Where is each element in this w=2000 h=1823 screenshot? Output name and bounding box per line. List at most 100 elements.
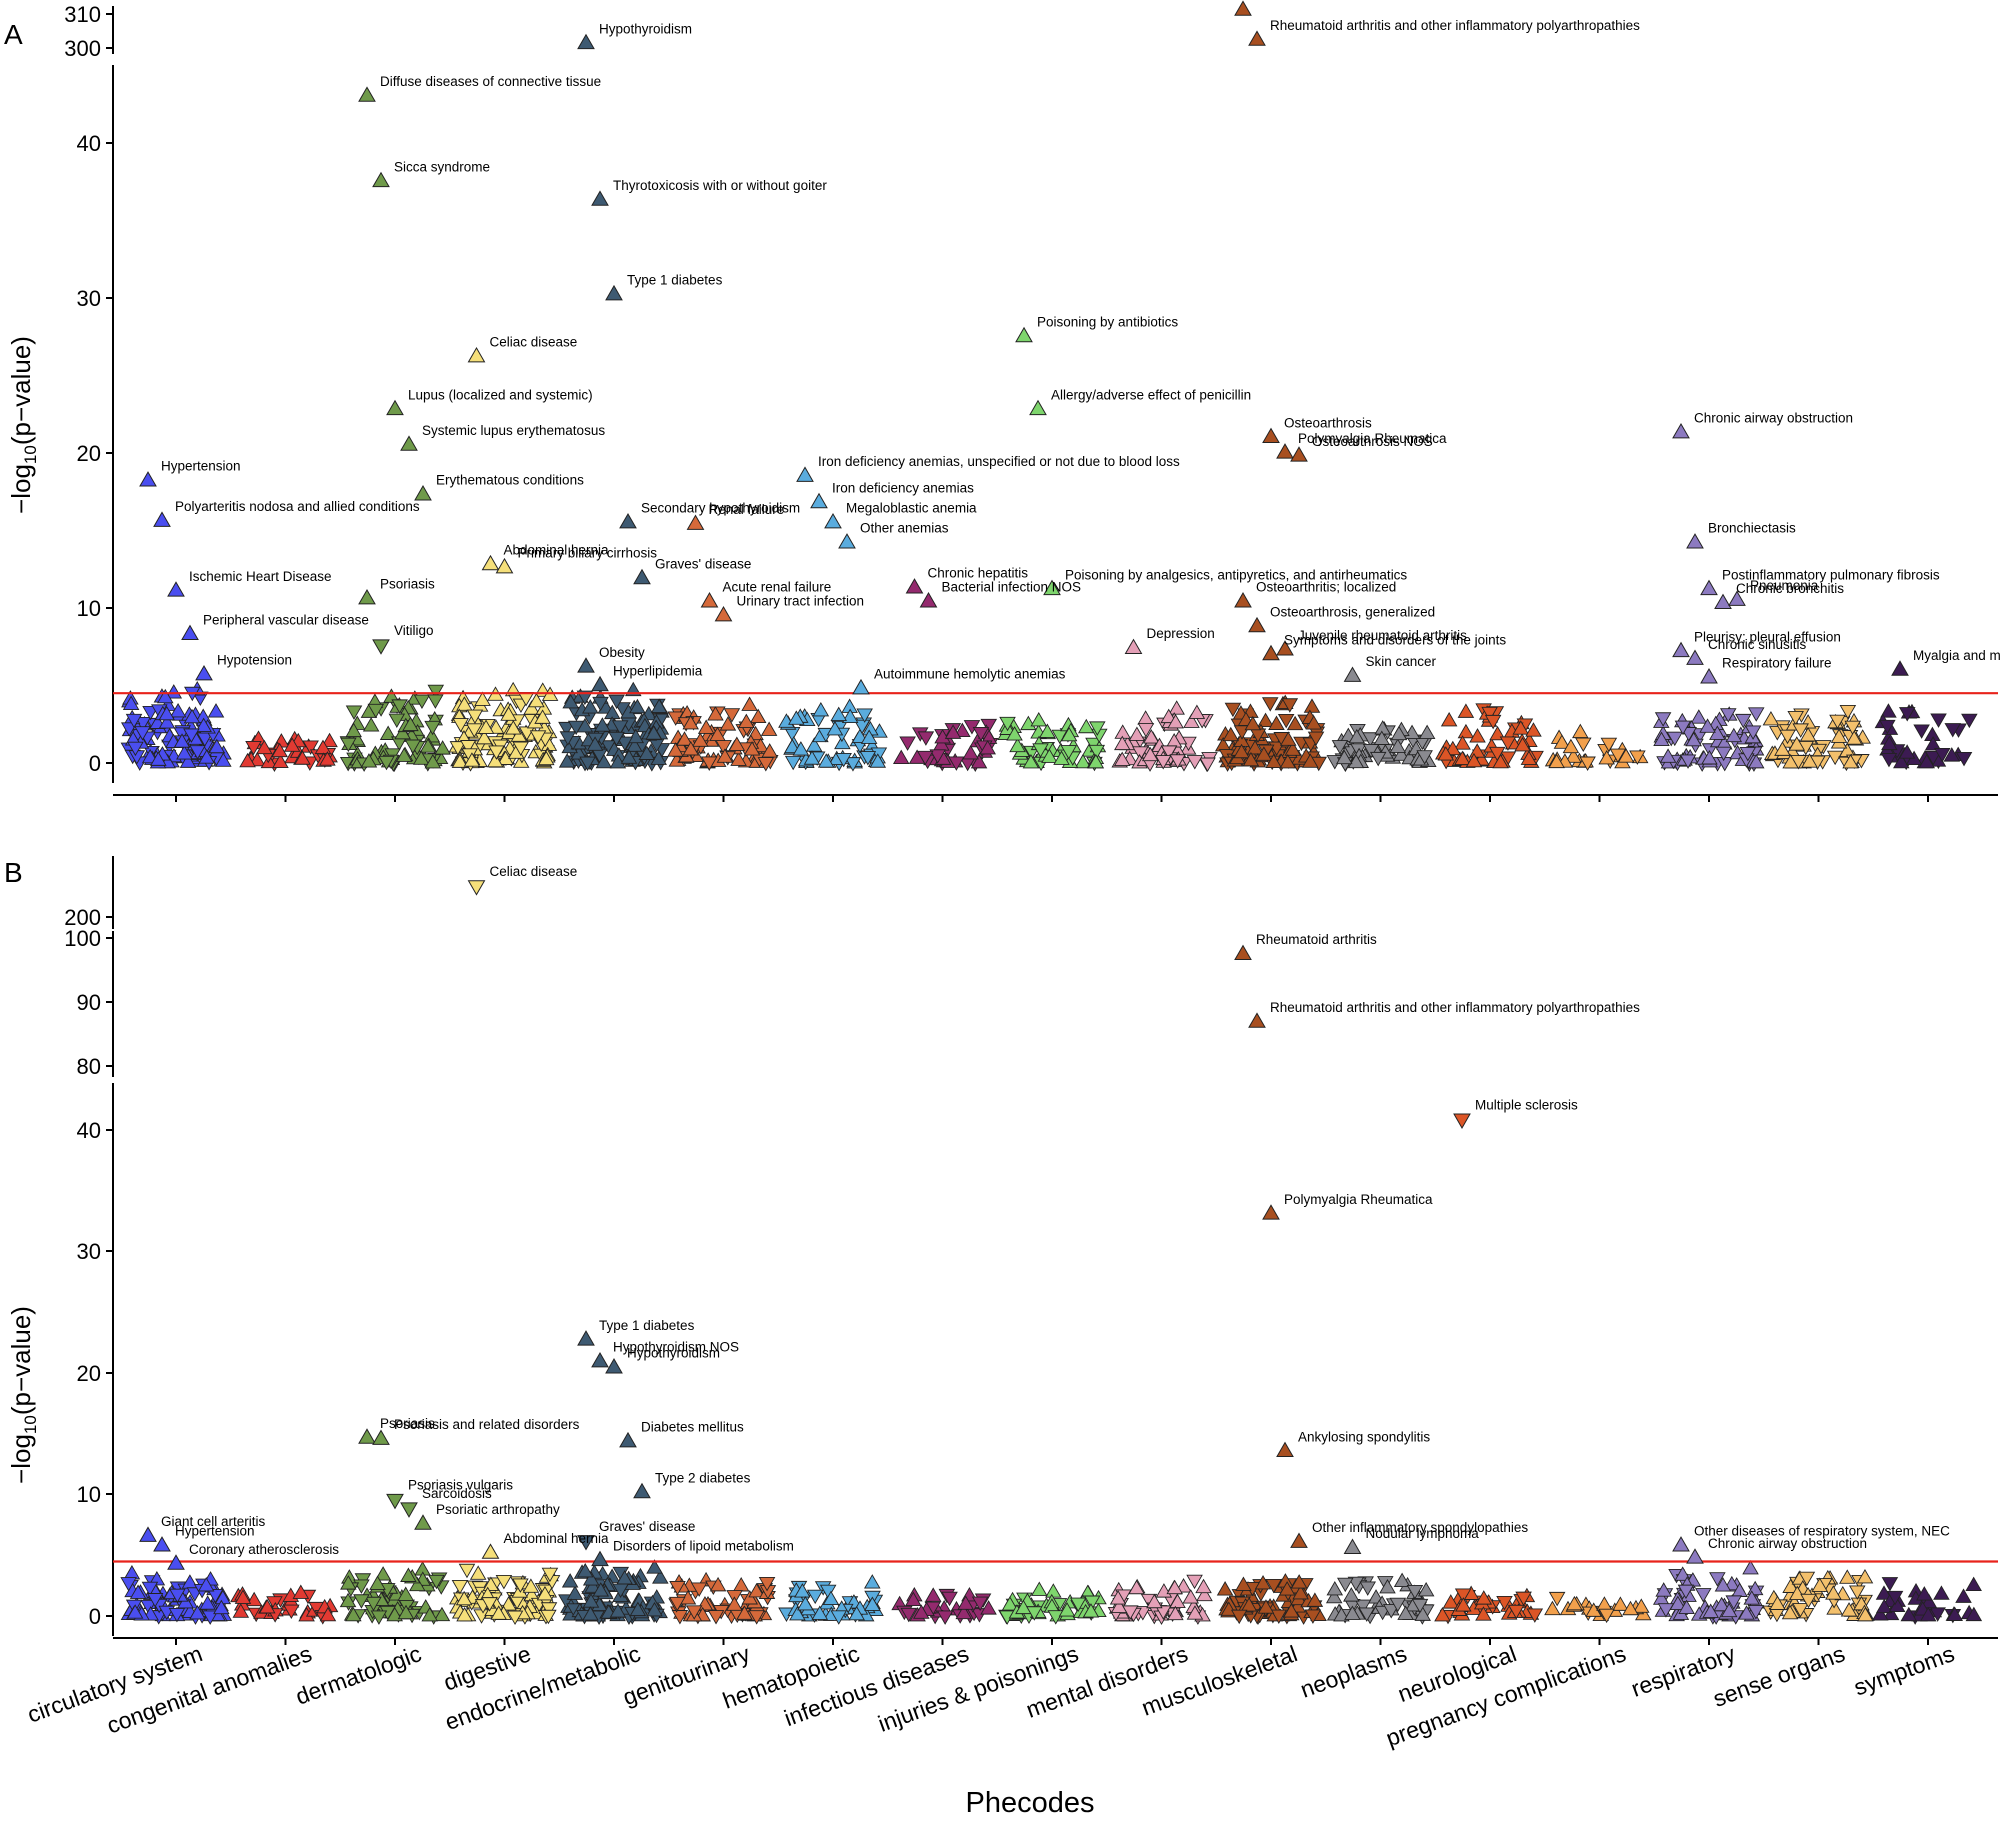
bg-point-a-12-44	[1499, 736, 1517, 751]
point-label-a-26: Primary biliary cirrhosis	[518, 546, 658, 561]
y-tick-label-a-0: 0	[89, 751, 101, 776]
bg-point-a-10-92	[1268, 715, 1285, 730]
bg-point-b-16-25	[1875, 1598, 1893, 1614]
point-label-a-6: Type 1 diabetes	[627, 273, 723, 288]
point-label-a-27: Graves' disease	[655, 556, 751, 571]
bg-point-b-14-22	[1709, 1572, 1726, 1587]
bg-point-b-16-19	[1872, 1606, 1889, 1621]
bg-point-a-2-68	[404, 739, 422, 754]
bg-point-b-2-39	[428, 1574, 445, 1590]
bg-point-a-0-75	[165, 684, 183, 699]
point-label-a-29: Urinary tract infection	[737, 594, 865, 609]
bg-point-a-9-53	[1154, 755, 1172, 770]
bg-point-a-5-37	[707, 706, 724, 721]
bg-point-a-14-50	[1659, 748, 1677, 763]
bg-point-a-10-94	[1222, 726, 1240, 742]
bg-point-a-14-58	[1747, 753, 1765, 769]
bg-point-b-11-33	[1354, 1599, 1372, 1615]
y-axis-title-b: −log10(p−value)	[6, 1306, 40, 1484]
bg-point-b-11-30	[1337, 1577, 1354, 1593]
bg-point-b-12-33	[1508, 1604, 1525, 1620]
bg-point-b-4-80	[609, 1603, 627, 1618]
bg-point-a-1-7	[302, 740, 319, 755]
bg-point-b-6-44	[848, 1605, 865, 1621]
bg-point-a-4-85	[576, 717, 594, 733]
bg-point-a-15-35	[1779, 729, 1796, 745]
background-points	[120, 681, 1983, 1625]
bg-point-a-7-7	[954, 722, 971, 737]
bg-point-a-4-109	[558, 753, 576, 768]
bg-point-a-13-13	[1553, 734, 1571, 749]
bg-point-b-15-22	[1792, 1603, 1809, 1618]
bg-point-a-1-29	[245, 741, 262, 756]
point-a-16	[1672, 422, 1690, 439]
bg-point-a-8-35	[1039, 723, 1056, 738]
point-a-44	[1262, 644, 1280, 661]
bg-point-a-8-53	[999, 716, 1016, 732]
bg-point-b-0-67	[141, 1581, 159, 1597]
bg-point-a-16-21	[1918, 753, 1936, 769]
bg-point-a-4-97	[627, 728, 645, 744]
bg-point-a-10-69	[1284, 741, 1302, 756]
bg-point-a-3-82	[528, 692, 545, 708]
bg-point-b-5-35	[690, 1582, 708, 1597]
bg-point-a-13-14	[1617, 748, 1635, 763]
bg-point-a-2-65	[427, 694, 444, 709]
bg-point-a-2-60	[362, 717, 380, 732]
bg-point-a-9-48	[1114, 735, 1131, 751]
bg-point-b-11-19	[1393, 1572, 1411, 1588]
bg-point-a-14-55	[1709, 725, 1726, 740]
bg-point-b-12-22	[1454, 1588, 1472, 1603]
bg-point-b-12-4	[1434, 1607, 1451, 1622]
bg-point-a-11-42	[1347, 753, 1365, 769]
bg-point-a-2-17	[413, 694, 431, 710]
bg-point-a-0-104	[173, 733, 191, 748]
bg-point-a-7-38	[948, 756, 965, 771]
point-b-19	[481, 1543, 500, 1559]
point-b-1	[1234, 944, 1252, 960]
bg-point-b-7-16	[955, 1604, 973, 1620]
bg-point-a-11-51	[1369, 751, 1387, 767]
bg-point-a-4-99	[592, 696, 609, 712]
point-b-16	[139, 1526, 157, 1542]
bg-point-b-8-42	[1082, 1603, 1100, 1618]
point-label-a-50: Pneumonia	[1750, 578, 1819, 593]
point-a-46	[1343, 666, 1362, 682]
bg-point-b-11-38	[1359, 1581, 1377, 1596]
bg-point-b-14-50	[1747, 1605, 1765, 1620]
y-tick-label-a-30: 30	[77, 286, 101, 311]
bg-point-a-8-16	[1074, 753, 1092, 769]
bg-point-a-13-18	[1609, 748, 1627, 763]
point-a-43	[1248, 616, 1266, 633]
bg-point-a-6-2	[834, 734, 851, 750]
point-b-10	[619, 1431, 637, 1448]
bg-point-b-0-65	[120, 1577, 137, 1592]
point-label-a-24: Renal failure	[709, 502, 785, 517]
point-label-b-0: Celiac disease	[490, 864, 578, 879]
bg-point-a-1-4	[321, 732, 338, 748]
bg-point-a-15-27	[1844, 720, 1861, 736]
bg-point-a-16-3	[1961, 713, 1978, 729]
bg-point-a-9-26	[1199, 757, 1216, 772]
bg-point-a-14-54	[1715, 746, 1732, 762]
bg-point-b-16-18	[1965, 1606, 1983, 1622]
bg-point-b-7-10	[900, 1607, 918, 1623]
bg-point-a-4-112	[576, 690, 594, 706]
bg-point-a-12-48	[1520, 750, 1538, 765]
point-label-b-13: Psoriasis vulgaris	[408, 1478, 513, 1493]
point-b-22	[1290, 1532, 1308, 1548]
bg-point-a-15-59	[1830, 728, 1848, 743]
bg-point-a-9-41	[1114, 724, 1131, 739]
bg-point-b-7-21	[924, 1587, 942, 1602]
bg-point-a-9-51	[1160, 745, 1178, 760]
bg-point-b-16-27	[1919, 1606, 1937, 1622]
point-label-b-17: Hypertension	[175, 1524, 255, 1539]
x-axis-title: Phecodes	[966, 1787, 1095, 1819]
bg-point-a-15-38	[1829, 714, 1846, 730]
bg-point-b-5-53	[707, 1610, 725, 1625]
bg-point-a-8-51	[1053, 750, 1070, 765]
bg-point-a-2-10	[383, 688, 400, 703]
bg-point-b-13-19	[1598, 1608, 1615, 1624]
bg-point-b-15-24	[1839, 1569, 1856, 1584]
bg-point-b-9-36	[1166, 1579, 1184, 1595]
